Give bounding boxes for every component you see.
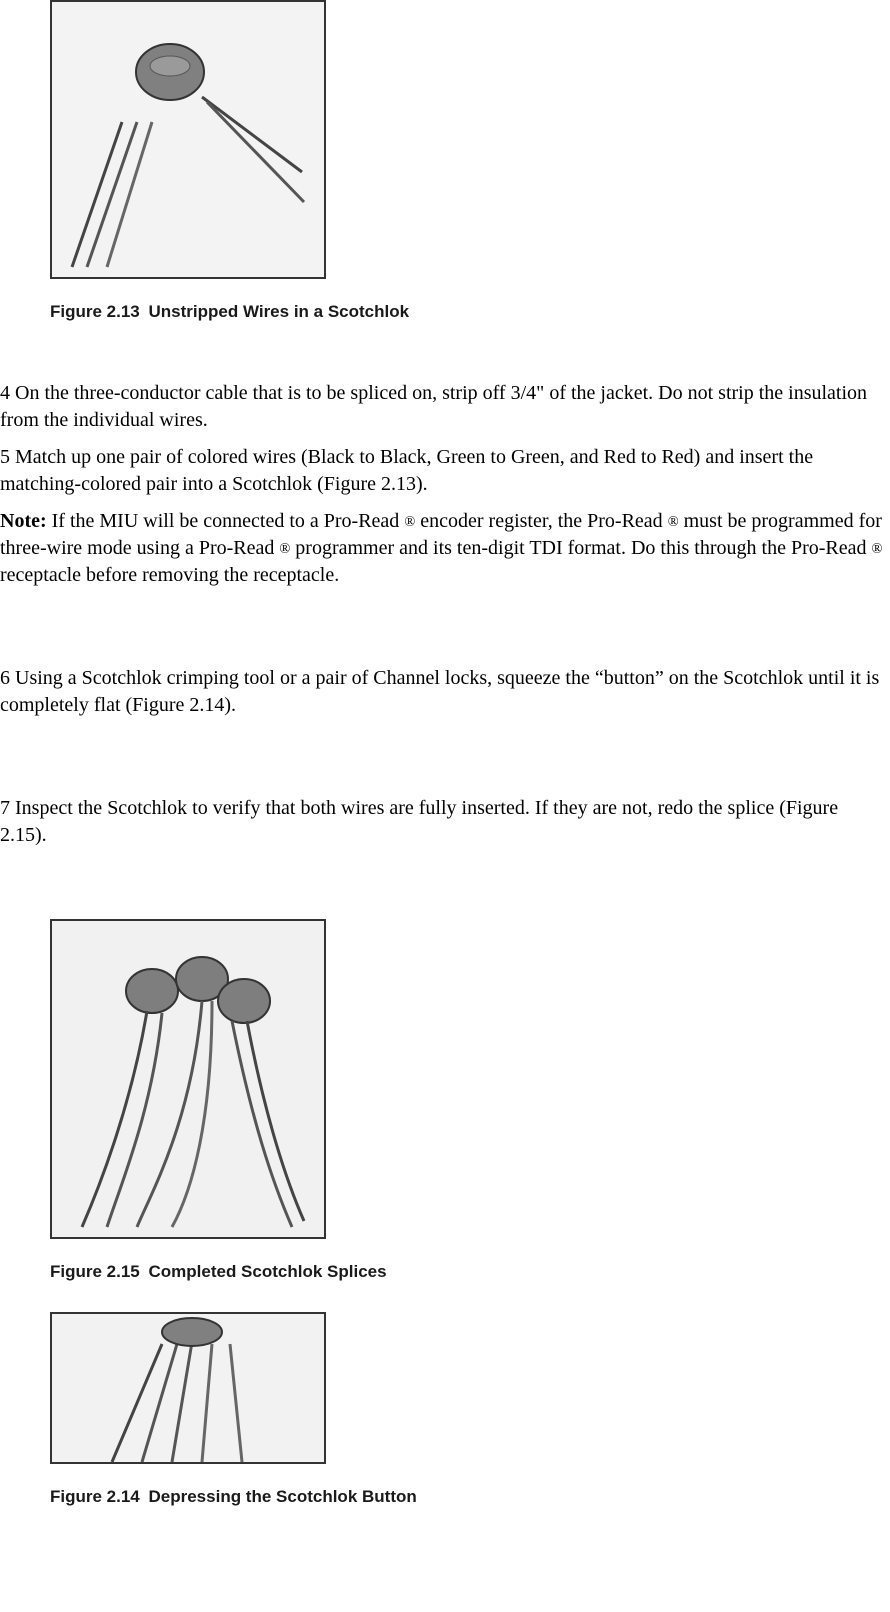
figure-2-13: Figure 2.13 Unstripped Wires in a Scotch… — [50, 0, 890, 324]
step-4: 4 On the three-conductor cable that is t… — [0, 380, 888, 434]
registered-mark: ® — [668, 514, 679, 530]
scotchlok-wires-illustration — [52, 2, 324, 277]
note-text-5: receptacle before removing the receptacl… — [0, 564, 339, 586]
note-text-4: programmer and its ten-digit TDI format.… — [290, 537, 871, 559]
figure-2-15-image — [50, 919, 326, 1239]
step-5: 5 Match up one pair of colored wires (Bl… — [0, 444, 888, 498]
note-text-2: encoder register, the Pro-Read — [415, 510, 667, 532]
note-paragraph: Note: If the MIU will be connected to a … — [0, 508, 888, 589]
registered-mark: ® — [871, 541, 882, 557]
figure-2-15-caption: Figure 2.15 Completed Scotchlok Splices — [50, 1261, 890, 1284]
figure-2-13-image — [50, 0, 326, 279]
figure-2-13-caption: Figure 2.13 Unstripped Wires in a Scotch… — [50, 301, 890, 324]
figure-2-14-title: Depressing the Scotchlok Button — [149, 1487, 417, 1506]
figure-2-13-number: Figure 2.13 — [50, 302, 140, 321]
figure-2-14-image — [50, 1312, 326, 1464]
figure-2-14: Figure 2.14 Depressing the Scotchlok But… — [50, 1312, 890, 1509]
figure-2-14-caption: Figure 2.14 Depressing the Scotchlok But… — [50, 1486, 890, 1509]
instruction-text: 4 On the three-conductor cable that is t… — [0, 380, 890, 849]
registered-mark: ® — [404, 514, 415, 530]
figure-2-14-number: Figure 2.14 — [50, 1487, 140, 1506]
note-text-1: If the MIU will be connected to a Pro-Re… — [47, 510, 405, 532]
step-6: 6 Using a Scotchlok crimping tool or a p… — [0, 665, 888, 719]
completed-splices-illustration — [52, 921, 324, 1237]
registered-mark: ® — [279, 541, 290, 557]
note-label: Note: — [0, 510, 47, 532]
figure-2-13-title: Unstripped Wires in a Scotchlok — [149, 302, 410, 321]
depressing-button-illustration — [52, 1314, 324, 1462]
figure-2-15-number: Figure 2.15 — [50, 1262, 140, 1281]
step-7: 7 Inspect the Scotchlok to verify that b… — [0, 795, 888, 849]
figure-2-15-title: Completed Scotchlok Splices — [149, 1262, 387, 1281]
figure-2-15: Figure 2.15 Completed Scotchlok Splices — [50, 919, 890, 1284]
